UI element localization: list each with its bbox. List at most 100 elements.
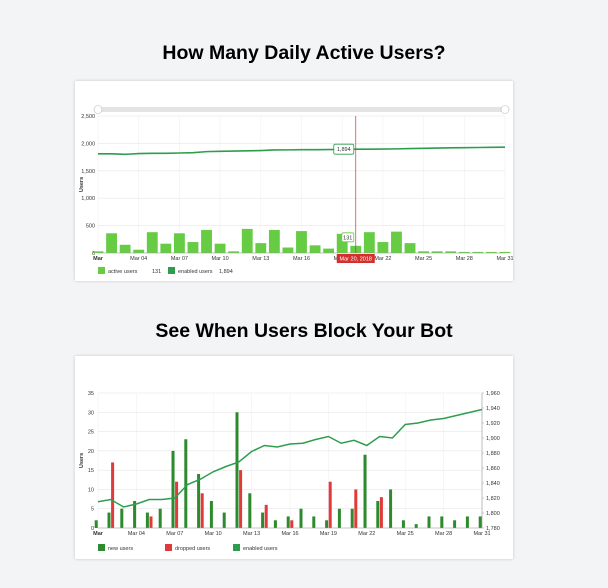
dropped-users-bar[interactable] xyxy=(239,470,243,528)
dropped-users-bar[interactable] xyxy=(111,462,115,528)
active-users-bar[interactable] xyxy=(323,248,335,253)
enabled-users-line[interactable] xyxy=(98,146,506,156)
dropped-users-bar[interactable] xyxy=(290,520,294,528)
active-users-bar[interactable] xyxy=(201,229,212,253)
new-users-bar[interactable] xyxy=(222,512,226,528)
new-users-bar[interactable] xyxy=(299,508,303,528)
active-users-bar[interactable] xyxy=(106,233,117,253)
active-users-bar[interactable] xyxy=(282,247,294,253)
new-users-bar[interactable] xyxy=(133,501,137,528)
new-users-bar[interactable] xyxy=(286,516,290,528)
active-users-bar[interactable] xyxy=(255,243,267,253)
new-users-bar[interactable] xyxy=(363,454,367,528)
blocked-users-chart[interactable]: 0 5 10 15 20 25 30 35 1,780 1,800 1,820 1,840 1,860 1… xyxy=(75,356,513,559)
new-users-bar[interactable] xyxy=(453,520,457,528)
range-selector-track[interactable] xyxy=(98,107,505,112)
new-users-bar[interactable] xyxy=(465,516,469,528)
active-users-bar[interactable] xyxy=(486,251,497,253)
new-users-bar[interactable] xyxy=(235,412,239,528)
y-tick-label: 500 xyxy=(86,224,95,230)
new-users-bar[interactable] xyxy=(478,516,482,528)
y2-tick-label: 1,840 xyxy=(486,481,500,487)
x-tick-label: Mar 13 xyxy=(243,531,260,537)
active-users-bar[interactable] xyxy=(404,243,416,253)
new-users-bar[interactable] xyxy=(350,508,354,528)
new-users-bar[interactable] xyxy=(401,520,405,528)
dropped-users-bar[interactable] xyxy=(328,481,332,528)
y-tick-label: 2,000 xyxy=(81,141,95,147)
y-tick-label: 2,500 xyxy=(81,114,95,120)
new-users-bar[interactable] xyxy=(440,516,444,528)
active-users-bar[interactable] xyxy=(363,232,375,253)
section-heading-daily-active-users: How Many Daily Active Users? xyxy=(162,42,446,64)
dropped-users-bar[interactable] xyxy=(379,497,383,528)
active-users-tooltip-value: 131 xyxy=(343,235,352,241)
x-tick-label: Mar 25 xyxy=(397,531,414,537)
dropped-users-bar[interactable] xyxy=(200,493,204,528)
new-users-bar[interactable] xyxy=(389,489,393,528)
active-users-bar[interactable] xyxy=(499,251,511,253)
active-users-bar[interactable] xyxy=(377,242,389,253)
active-users-bar[interactable] xyxy=(336,233,348,253)
x-tick-label: Mar 22 xyxy=(358,531,375,537)
active-users-bar[interactable] xyxy=(472,251,484,253)
new-users-bar[interactable] xyxy=(248,493,252,528)
new-users-bar[interactable] xyxy=(376,501,380,528)
x-tick-label: Mar 16 xyxy=(281,531,298,537)
active-users-bar[interactable] xyxy=(268,229,280,253)
active-users-bar[interactable] xyxy=(241,228,253,253)
active-users-bar[interactable] xyxy=(92,251,104,253)
new-users-bar[interactable] xyxy=(414,524,418,528)
active-users-bar[interactable] xyxy=(146,232,158,253)
new-users-bar[interactable] xyxy=(325,520,329,528)
legend-active-users-value: 131 xyxy=(152,269,161,275)
legend-enabled-users-swatch xyxy=(168,267,175,274)
dropped-users-bar[interactable] xyxy=(354,489,358,528)
new-users-bar[interactable] xyxy=(107,512,111,528)
blocked-users-chart-card: 0 5 10 15 20 25 30 35 1,780 1,800 1,820 1,840 1,860 1… xyxy=(75,356,513,559)
x-tick-label: Mar 10 xyxy=(205,531,222,537)
new-users-bar[interactable] xyxy=(273,520,277,528)
active-users-bar[interactable] xyxy=(445,251,457,253)
new-users-bar[interactable] xyxy=(171,450,175,528)
enabled-users-tooltip xyxy=(333,143,355,155)
active-users-bar[interactable] xyxy=(173,233,185,253)
new-users-bar[interactable] xyxy=(184,439,188,528)
active-users-bar[interactable] xyxy=(187,242,199,253)
x-tick-label: Mar 16 xyxy=(293,256,310,262)
y2-tick-label: 1,780 xyxy=(486,526,500,532)
y-axis-label: Users xyxy=(79,177,85,192)
new-users-bar[interactable] xyxy=(94,520,98,528)
y2-tick-label: 1,800 xyxy=(486,511,500,517)
new-users-bar[interactable] xyxy=(312,516,316,528)
new-users-bar[interactable] xyxy=(261,512,265,528)
new-users-bar[interactable] xyxy=(427,516,431,528)
new-users-bar[interactable] xyxy=(120,508,124,528)
active-users-bar[interactable] xyxy=(160,243,172,253)
new-users-bar[interactable] xyxy=(337,508,341,528)
active-users-bar[interactable] xyxy=(296,231,307,253)
range-selector-right-handle[interactable] xyxy=(500,105,510,114)
active-users-bar[interactable] xyxy=(458,251,470,253)
active-users-bar[interactable] xyxy=(228,251,240,253)
new-users-bar[interactable] xyxy=(145,512,149,528)
active-users-bar[interactable] xyxy=(391,231,402,253)
new-users-bar[interactable] xyxy=(197,474,201,528)
y-tick-label: 35 xyxy=(88,391,94,397)
dropped-users-bar[interactable] xyxy=(149,516,153,528)
new-users-bar[interactable] xyxy=(209,501,213,528)
legend-active-users-label: active users xyxy=(108,269,138,275)
active-users-bar[interactable] xyxy=(133,249,145,253)
daily-active-users-chart[interactable]: 0 500 1,000 1,500 2,000 2,500 Mar Mar 04 Mar 07 M… xyxy=(75,81,513,281)
new-users-bar[interactable] xyxy=(158,508,162,528)
active-users-bar[interactable] xyxy=(119,244,131,253)
dropped-users-bar[interactable] xyxy=(175,481,179,528)
enabled-users-line[interactable] xyxy=(97,408,483,508)
dropped-users-bar[interactable] xyxy=(264,504,268,528)
legend-new-users-label: new users xyxy=(108,546,133,552)
range-selector-left-handle[interactable] xyxy=(93,105,103,114)
active-users-bar[interactable] xyxy=(214,243,226,253)
active-users-bar[interactable] xyxy=(418,251,430,253)
active-users-bar[interactable] xyxy=(309,245,321,253)
active-users-bar[interactable] xyxy=(431,251,443,253)
